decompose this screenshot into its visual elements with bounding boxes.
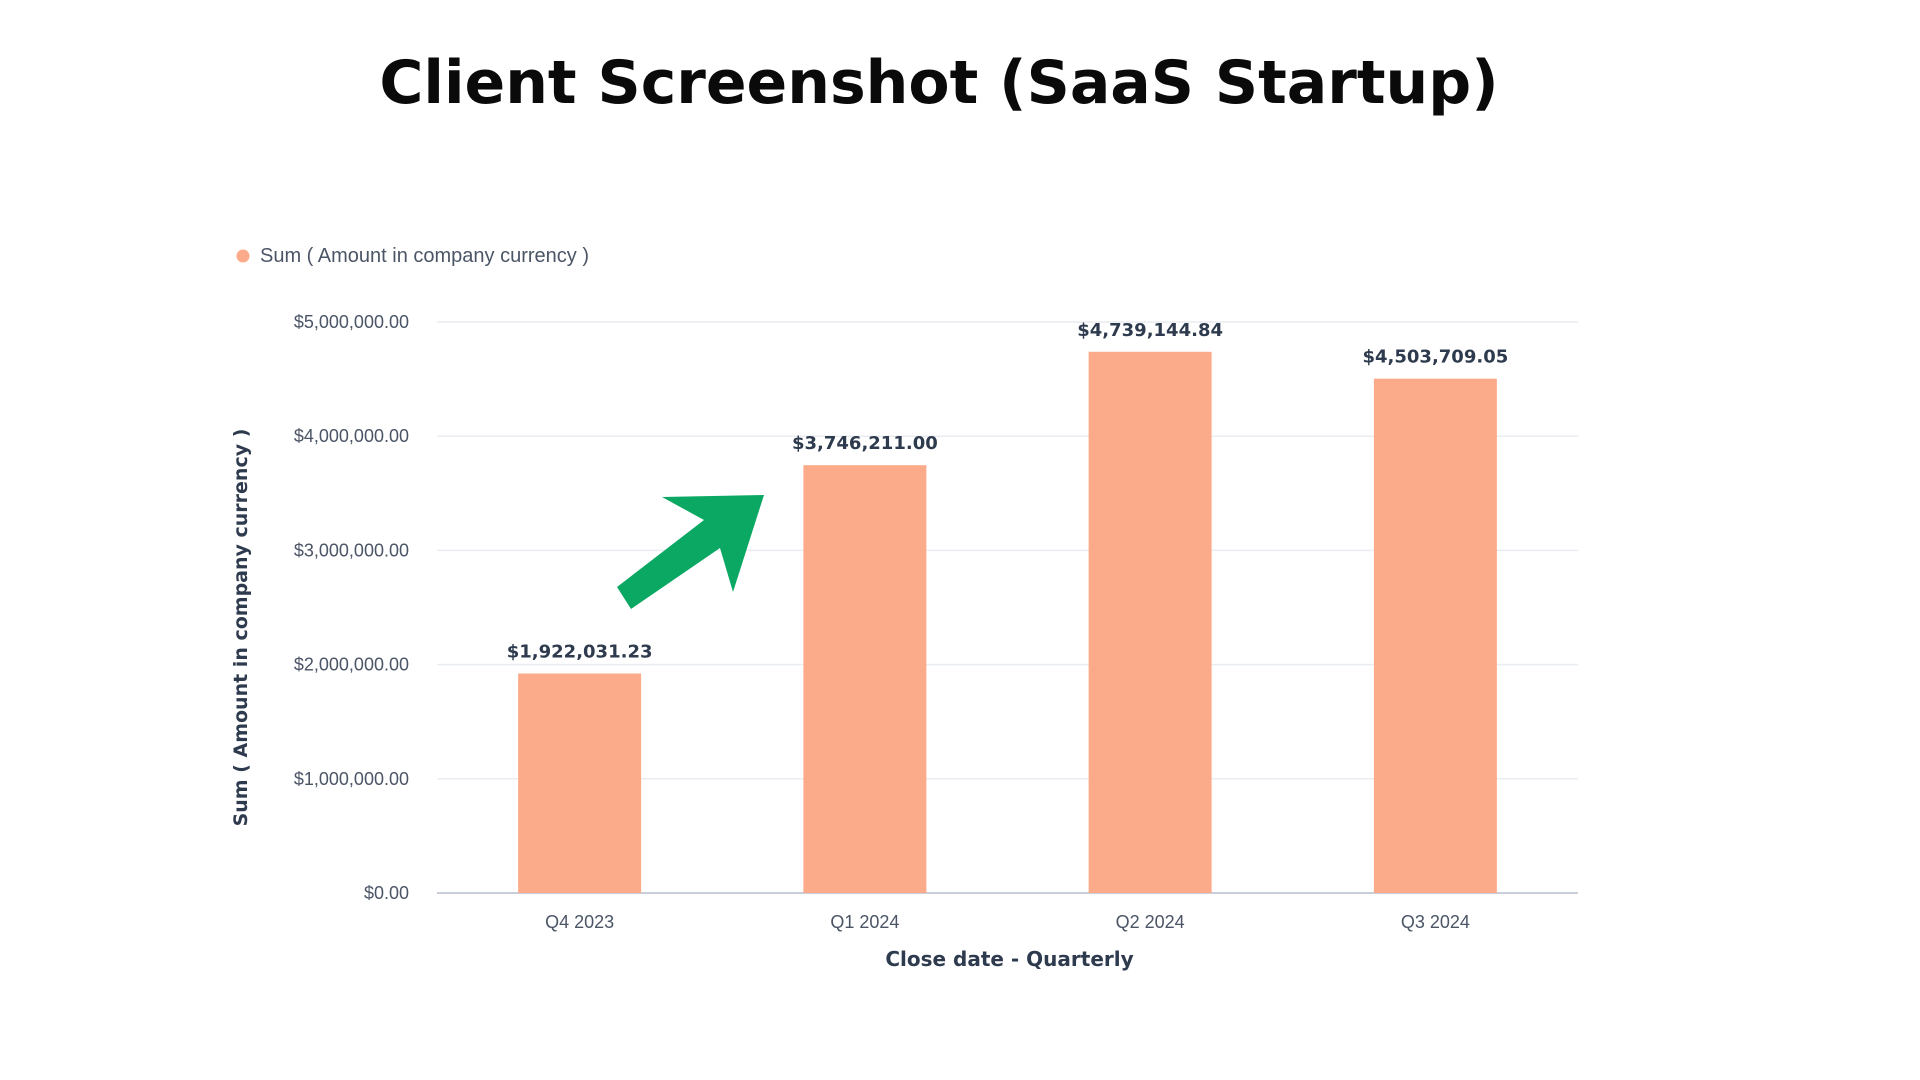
- bar: [518, 673, 642, 893]
- legend-marker: [236, 249, 250, 263]
- x-tick-label: Q3 2024: [1401, 912, 1470, 932]
- bars: [518, 351, 1497, 894]
- bar-value-label: $1,922,031.23: [507, 642, 653, 663]
- y-tick-label: $2,000,000.00: [294, 655, 409, 675]
- y-axis-label: Sum ( Amount in company currency ): [230, 429, 252, 827]
- y-tick-label: $0.00: [364, 883, 409, 903]
- data-labels: $1,922,031.23 $3,746,211.00 $4,739,144.84 $…: [507, 320, 1509, 663]
- bar: [803, 465, 927, 893]
- x-tick-label: Q1 2024: [830, 912, 899, 932]
- bar-value-label: $4,739,144.84: [1077, 320, 1223, 341]
- bar: [1373, 378, 1497, 894]
- bar-value-label: $3,746,211.00: [792, 433, 938, 454]
- legend-label: Sum ( Amount in company currency ): [260, 245, 589, 267]
- y-tick-label: $1,000,000.00: [294, 769, 409, 789]
- y-tick-label: $3,000,000.00: [294, 540, 409, 560]
- bar: [1088, 351, 1212, 893]
- x-axis-label: Close date - Quarterly: [885, 947, 1133, 971]
- x-axis-ticks: Q4 2023 Q1 2024 Q2 2024 Q3 2024: [545, 912, 1470, 932]
- y-axis-ticks: $0.00 $1,000,000.00 $2,000,000.00 $3,000,00…: [294, 312, 409, 903]
- x-tick-label: Q4 2023: [545, 912, 614, 932]
- page-title: Client Screenshot (SaaS Startup): [379, 48, 1499, 118]
- y-tick-label: $4,000,000.00: [294, 426, 409, 446]
- green-arrow-icon: [617, 495, 764, 609]
- x-tick-label: Q2 2024: [1116, 912, 1185, 932]
- y-tick-label: $5,000,000.00: [294, 312, 409, 332]
- bar-value-label: $4,503,709.05: [1362, 347, 1508, 368]
